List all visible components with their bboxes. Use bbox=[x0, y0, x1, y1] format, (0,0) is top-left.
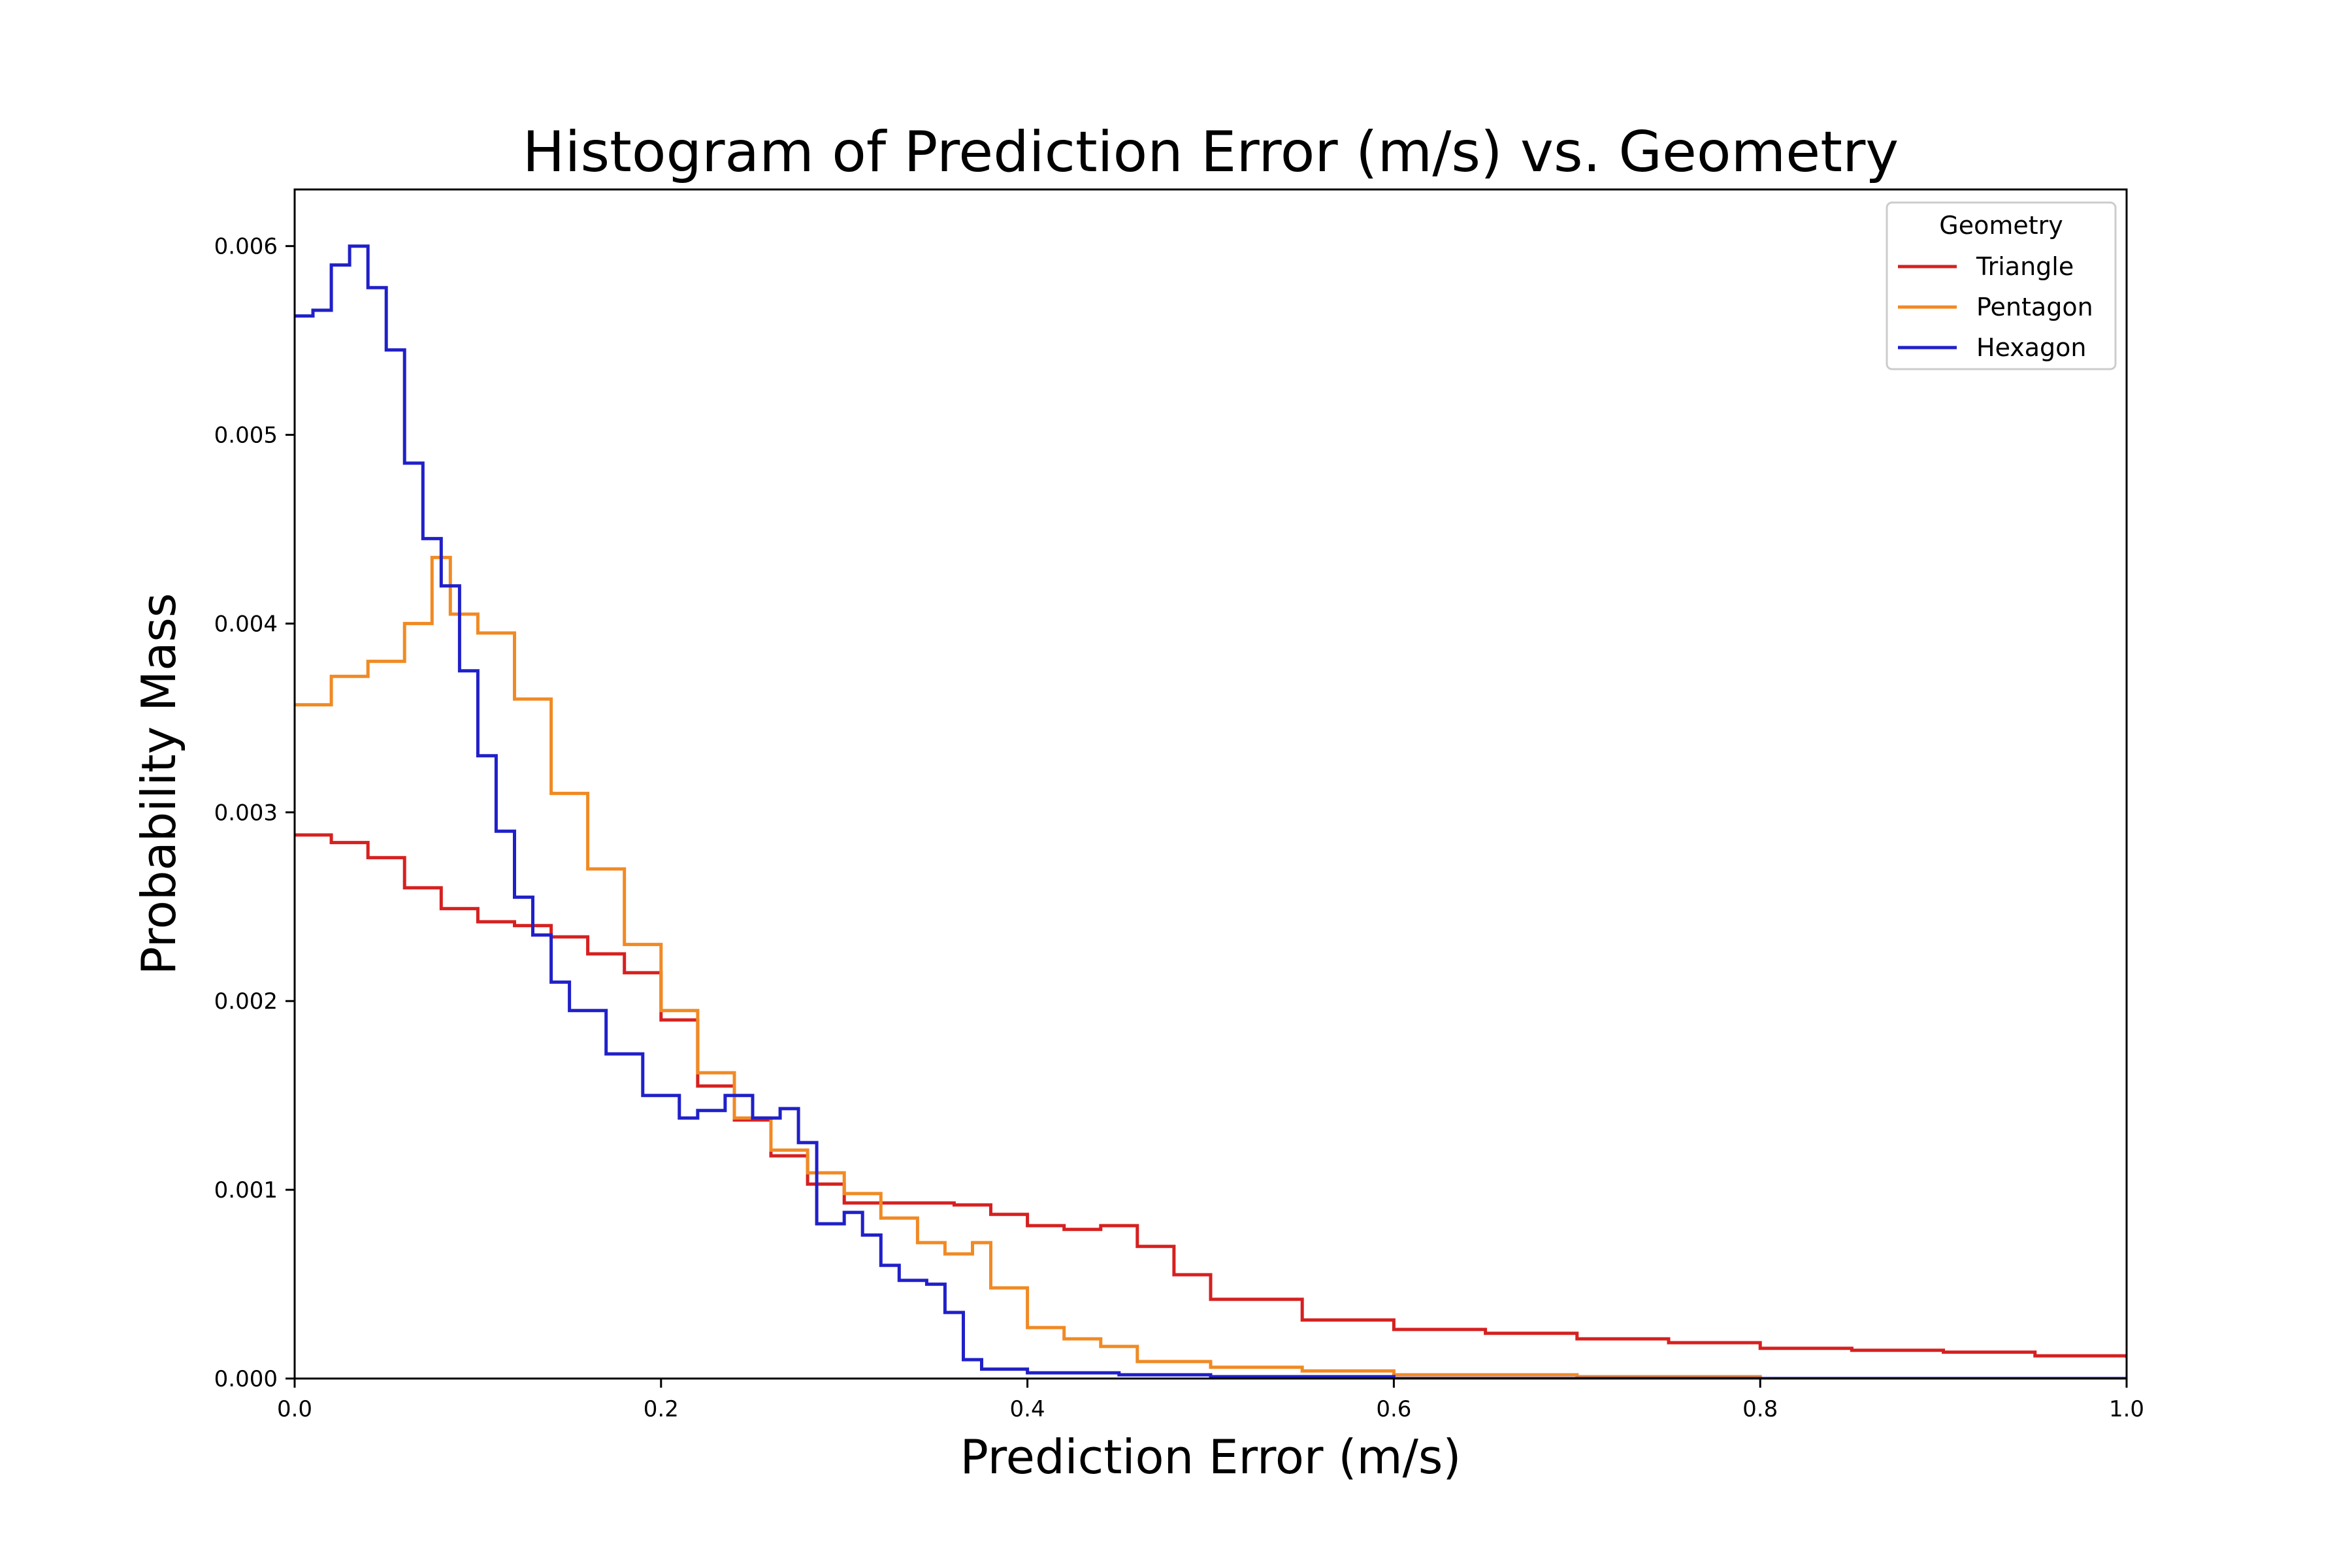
y-tick-label: 0.001 bbox=[214, 1177, 278, 1203]
x-axis-title: Prediction Error (m/s) bbox=[960, 1429, 1461, 1484]
x-tick-label: 0.2 bbox=[644, 1396, 679, 1422]
y-axis-title: Probability Mass bbox=[131, 593, 186, 975]
legend-label-triangle: Triangle bbox=[1976, 252, 2074, 281]
legend-label-pentagon: Pentagon bbox=[1976, 293, 2093, 321]
y-tick-label: 0.000 bbox=[214, 1366, 278, 1392]
y-tick-label: 0.005 bbox=[214, 423, 278, 449]
series-layer bbox=[295, 244, 2127, 1379]
series-line-hexagon bbox=[295, 244, 2127, 1379]
y-tick-label: 0.006 bbox=[214, 234, 278, 260]
legend-label-hexagon: Hexagon bbox=[1976, 333, 2087, 362]
series-line-pentagon bbox=[295, 555, 2127, 1379]
y-tick-label: 0.002 bbox=[214, 988, 278, 1015]
x-axis: 0.0 0.2 0.4 0.6 0.8 1.0 bbox=[277, 1379, 2144, 1422]
x-tick-label: 0.0 bbox=[277, 1396, 312, 1422]
series-line-triangle bbox=[295, 833, 2127, 1358]
y-tick-label: 0.003 bbox=[214, 800, 278, 826]
chart-title: Histogram of Prediction Error (m/s) vs. … bbox=[523, 120, 1899, 185]
legend: Geometry Triangle Pentagon Hexagon bbox=[1886, 201, 2117, 370]
plot-area bbox=[293, 188, 2128, 1380]
plot-frame bbox=[293, 188, 2128, 1380]
y-tick-label: 0.004 bbox=[214, 611, 278, 637]
legend-box bbox=[1886, 201, 2117, 370]
x-tick-label: 0.4 bbox=[1010, 1396, 1045, 1422]
x-tick-label: 0.8 bbox=[1742, 1396, 1778, 1422]
x-tick-label: 1.0 bbox=[2109, 1396, 2144, 1422]
y-axis: 0.000 0.001 0.002 0.003 0.004 0.005 0.006 bbox=[214, 234, 295, 1392]
legend-title: Geometry bbox=[1939, 211, 2063, 240]
legend-entries: Triangle Pentagon Hexagon bbox=[1898, 252, 2093, 362]
x-tick-label: 0.6 bbox=[1376, 1396, 1411, 1422]
